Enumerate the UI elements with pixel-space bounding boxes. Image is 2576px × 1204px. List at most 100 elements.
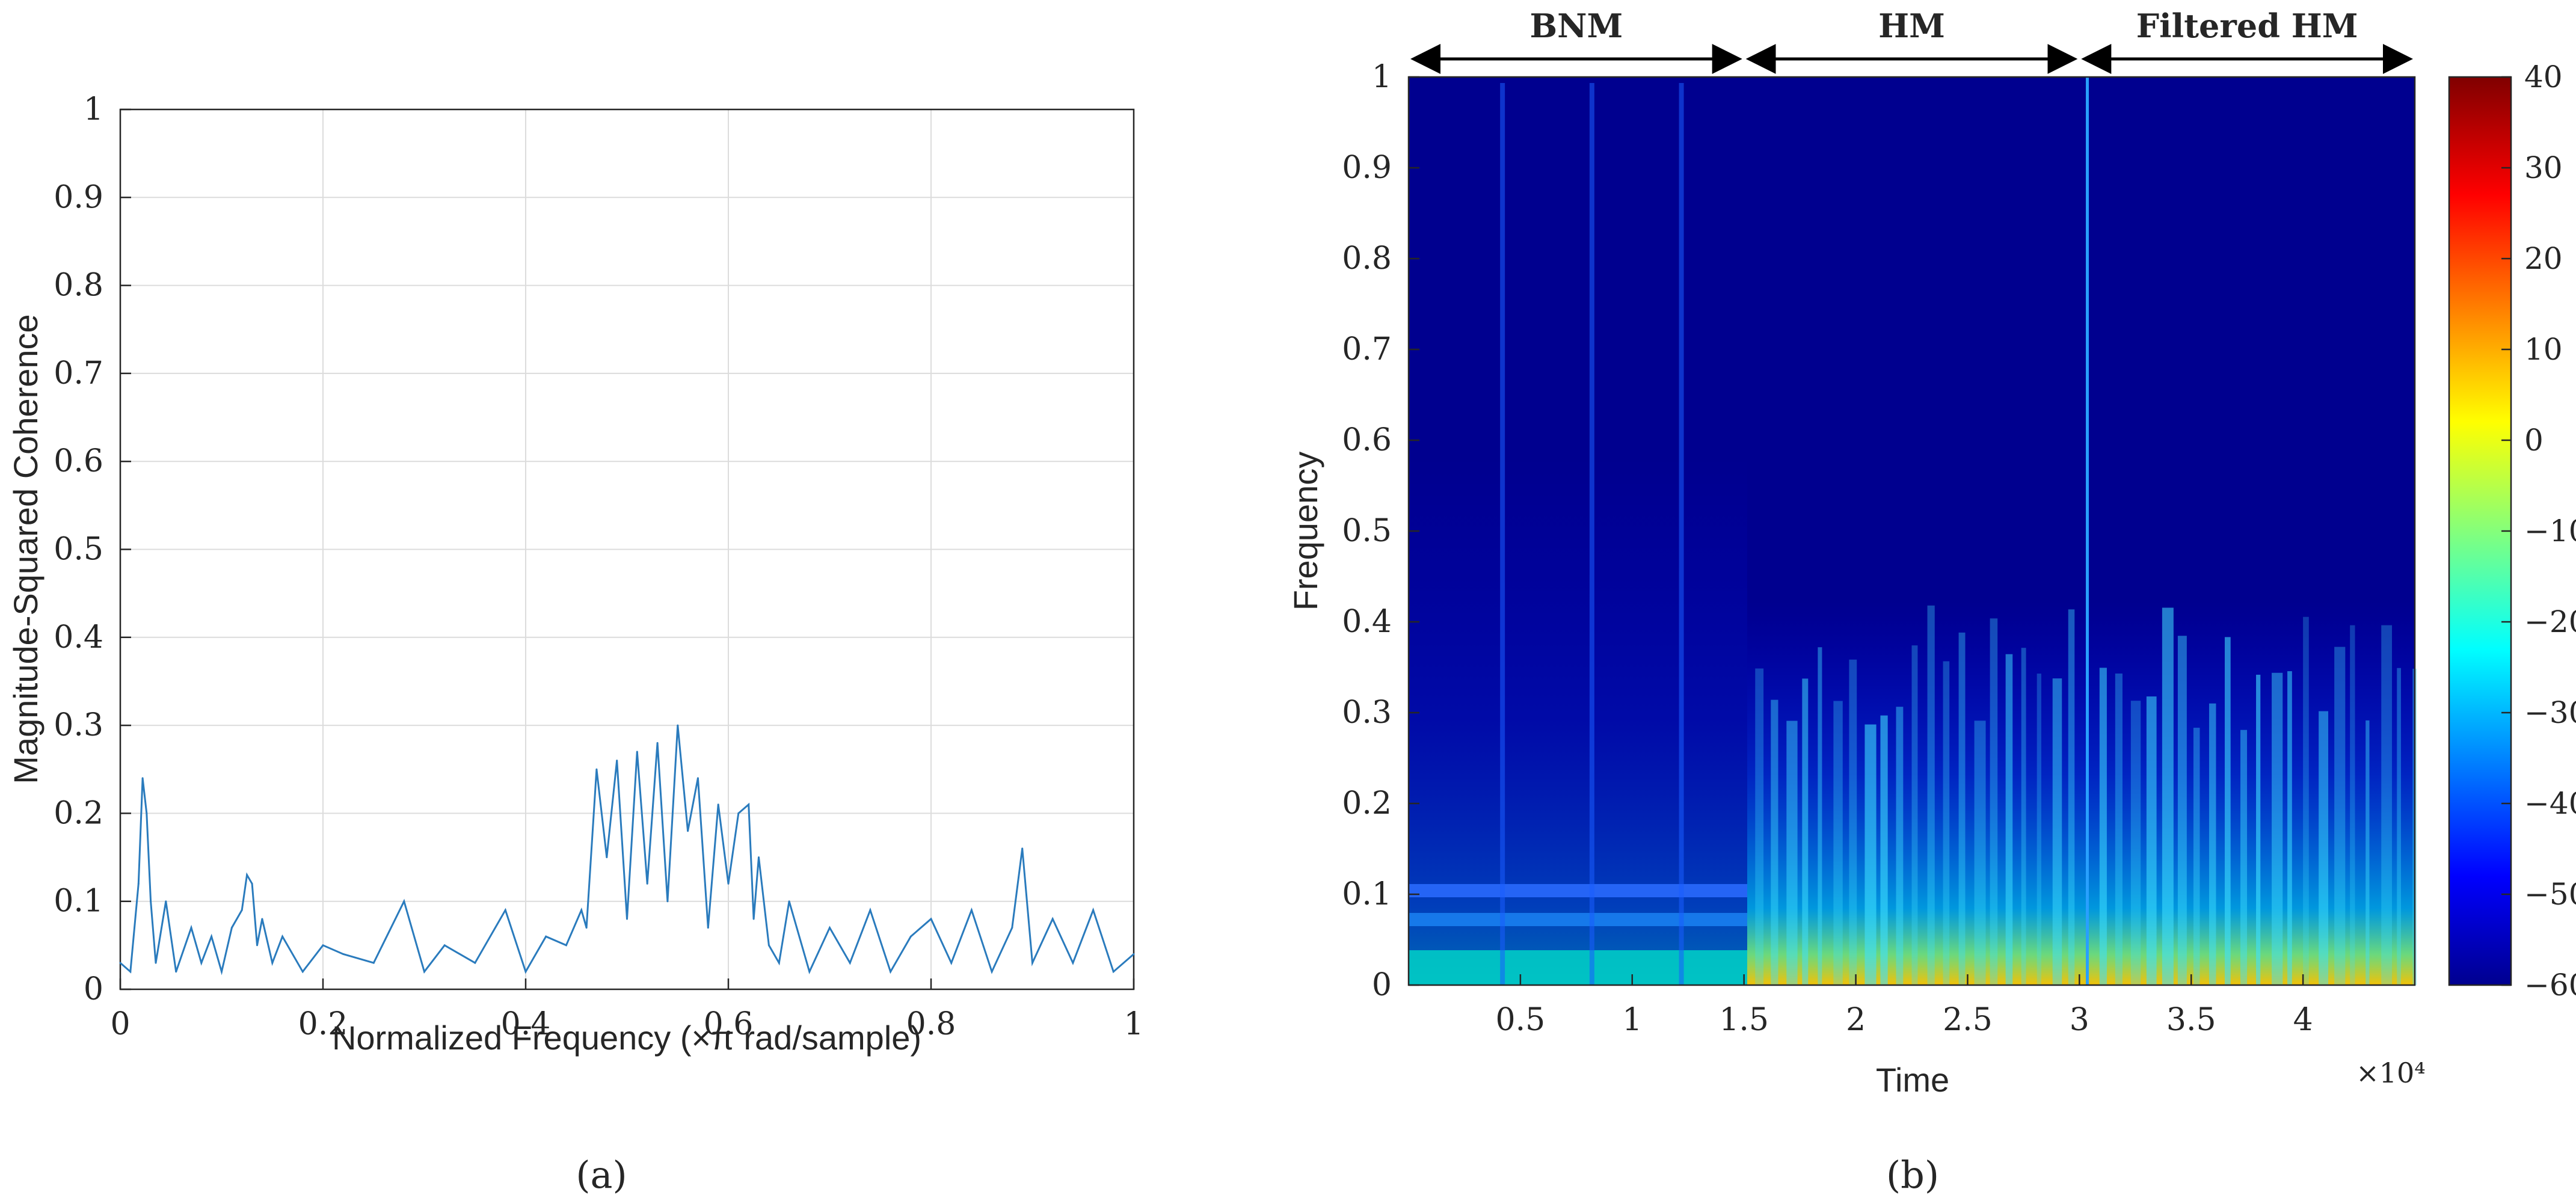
hm-streak [2162, 607, 2174, 985]
colorbar-tick-label: 20 [2524, 241, 2563, 276]
y-tick-label: 0.8 [1342, 241, 1392, 277]
data-point [656, 742, 659, 744]
coherence-points [119, 724, 1135, 973]
x-tick-label: 0.5 [1496, 1002, 1546, 1038]
data-point [129, 971, 132, 973]
hm-streak [1755, 668, 1764, 985]
y-tick-label: 0.9 [54, 179, 103, 215]
x-multiplier: ×10⁴ [2356, 1057, 2426, 1089]
y-axis-label-b: Frequency [1286, 452, 1324, 611]
spectrogram-image [1409, 77, 2417, 985]
y-ticks-b: 0 0.1 0.2 0.3 0.4 0.5 0.6 0.7 0.8 0.9 1 [1342, 59, 1419, 1003]
y-tick-label: 0.3 [1342, 695, 1392, 731]
hm-streak [1802, 678, 1809, 985]
y-tick-label: 0.5 [54, 532, 103, 568]
x-tick-label: 0.2 [298, 1006, 348, 1042]
data-point [677, 724, 679, 726]
y-tick-label: 0 [84, 971, 103, 1007]
bnm-streak [1500, 83, 1505, 985]
colorbar-tick-label: 0 [2524, 423, 2544, 458]
hm-streak [2256, 674, 2261, 985]
data-point [372, 962, 375, 964]
data-point [1092, 909, 1095, 911]
data-point [788, 900, 790, 903]
hm-streak [1958, 632, 1966, 985]
hm-streak [2021, 648, 2026, 985]
data-point [767, 944, 770, 947]
hm-streak [2287, 671, 2292, 985]
spectrogram-chart: 0.5 1 1.5 2 2.5 3 3.5 4 00.10.20.30.40.50.60.70… [1286, 7, 2576, 1197]
data-point [727, 882, 730, 885]
data-point [141, 777, 144, 779]
data-point [137, 882, 140, 885]
hm-streak [2303, 616, 2309, 985]
colorbar-ticks: 40 30 20 10 0 −10 −20 −30 −40 −50 −60 [2501, 60, 2576, 1003]
data-point [930, 918, 932, 920]
hm-streak [2209, 703, 2216, 985]
x-tick-label: 0.4 [501, 1006, 551, 1042]
data-point [758, 856, 760, 858]
data-point [211, 935, 213, 938]
hm-streak [1833, 701, 1843, 985]
y-tick-label: 0.4 [54, 619, 103, 656]
hm-streak [1786, 720, 1798, 985]
hm-streak [1896, 707, 1904, 985]
y-tick-label: 0.2 [54, 795, 103, 831]
coherence-series-line [120, 725, 1134, 975]
hm-streak [2115, 673, 2123, 985]
bnm-noise-floor [1409, 457, 1747, 985]
y-tick-label: 0.2 [1342, 785, 1392, 822]
x-tick-label: 3.5 [2166, 1002, 2216, 1038]
hm-streak [2052, 678, 2062, 985]
data-point [717, 803, 719, 806]
data-point [165, 900, 167, 903]
colorbar-tick-label: 30 [2524, 150, 2563, 185]
data-point [707, 927, 709, 929]
bnm-tonal-line-2 [1409, 913, 1747, 926]
y-tick-label: 0.8 [54, 268, 103, 304]
data-point [606, 856, 608, 858]
data-point [752, 918, 755, 920]
hm-streak [2193, 728, 2200, 985]
spectrogram-streaks [1500, 83, 2417, 985]
x-tick-label: 2.5 [1943, 1002, 1993, 1038]
y-tick-label: 0.6 [1342, 422, 1392, 458]
colorbar-tick-label: −30 [2524, 695, 2576, 730]
hm-streak [2224, 637, 2231, 985]
data-point [271, 962, 274, 964]
y-tick-label: 0.9 [1342, 150, 1392, 186]
y-tick-label: 0.6 [54, 443, 103, 479]
data-point [403, 900, 405, 903]
data-point [1051, 918, 1054, 920]
data-point [646, 882, 648, 885]
data-point [687, 830, 689, 832]
x-tick-label: 1.5 [1719, 1002, 1769, 1038]
hm-streak [2334, 647, 2346, 985]
hm-streak [2381, 625, 2393, 985]
data-point [241, 909, 243, 911]
data-point [580, 909, 583, 911]
colorbar-tick-label: −50 [2524, 877, 2576, 912]
x-tick-label: 0 [110, 1006, 130, 1042]
hm-streak [1974, 720, 1986, 985]
hm-streak [1771, 699, 1778, 985]
data-point [200, 962, 203, 964]
bnm-tonal-line [1409, 884, 1747, 897]
data-point [1072, 962, 1074, 964]
data-point [869, 909, 871, 911]
x-tick-label: 1 [1124, 1006, 1143, 1042]
data-point [246, 874, 248, 876]
data-point [970, 909, 973, 911]
data-point [190, 927, 192, 929]
hm-streak [1911, 645, 1918, 985]
data-point [221, 971, 223, 973]
data-point [1031, 962, 1033, 964]
data-point [778, 962, 780, 964]
data-point [322, 944, 324, 947]
data-point [175, 971, 177, 973]
data-point [616, 760, 618, 762]
data-point [150, 900, 152, 903]
segment-label: HM [1878, 7, 1945, 45]
hm-streak [1864, 724, 1877, 985]
